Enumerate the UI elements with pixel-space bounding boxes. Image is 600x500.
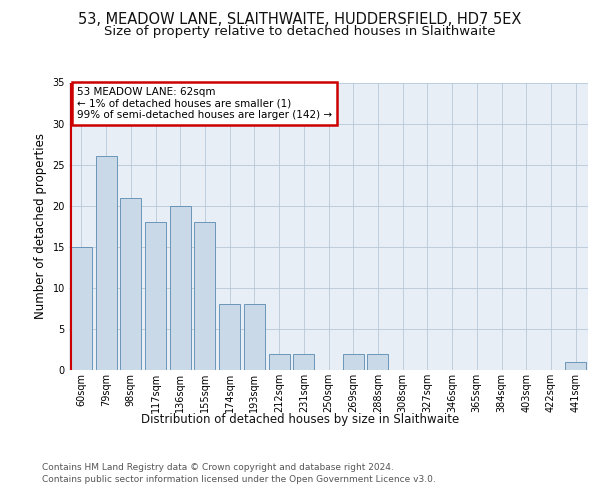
Text: Size of property relative to detached houses in Slaithwaite: Size of property relative to detached ho… xyxy=(104,25,496,38)
Bar xyxy=(145,222,166,370)
Text: 53 MEADOW LANE: 62sqm
← 1% of detached houses are smaller (1)
99% of semi-detach: 53 MEADOW LANE: 62sqm ← 1% of detached h… xyxy=(77,87,332,120)
Bar xyxy=(219,304,240,370)
Text: Contains public sector information licensed under the Open Government Licence v3: Contains public sector information licen… xyxy=(42,475,436,484)
Bar xyxy=(269,354,290,370)
Bar xyxy=(293,354,314,370)
Text: 53, MEADOW LANE, SLAITHWAITE, HUDDERSFIELD, HD7 5EX: 53, MEADOW LANE, SLAITHWAITE, HUDDERSFIE… xyxy=(79,12,521,28)
Bar xyxy=(71,247,92,370)
Text: Contains HM Land Registry data © Crown copyright and database right 2024.: Contains HM Land Registry data © Crown c… xyxy=(42,462,394,471)
Text: Distribution of detached houses by size in Slaithwaite: Distribution of detached houses by size … xyxy=(141,412,459,426)
Bar xyxy=(367,354,388,370)
Bar xyxy=(194,222,215,370)
Bar xyxy=(170,206,191,370)
Bar xyxy=(565,362,586,370)
Y-axis label: Number of detached properties: Number of detached properties xyxy=(34,133,47,320)
Bar xyxy=(343,354,364,370)
Bar xyxy=(244,304,265,370)
Bar xyxy=(95,156,116,370)
Bar xyxy=(120,198,141,370)
